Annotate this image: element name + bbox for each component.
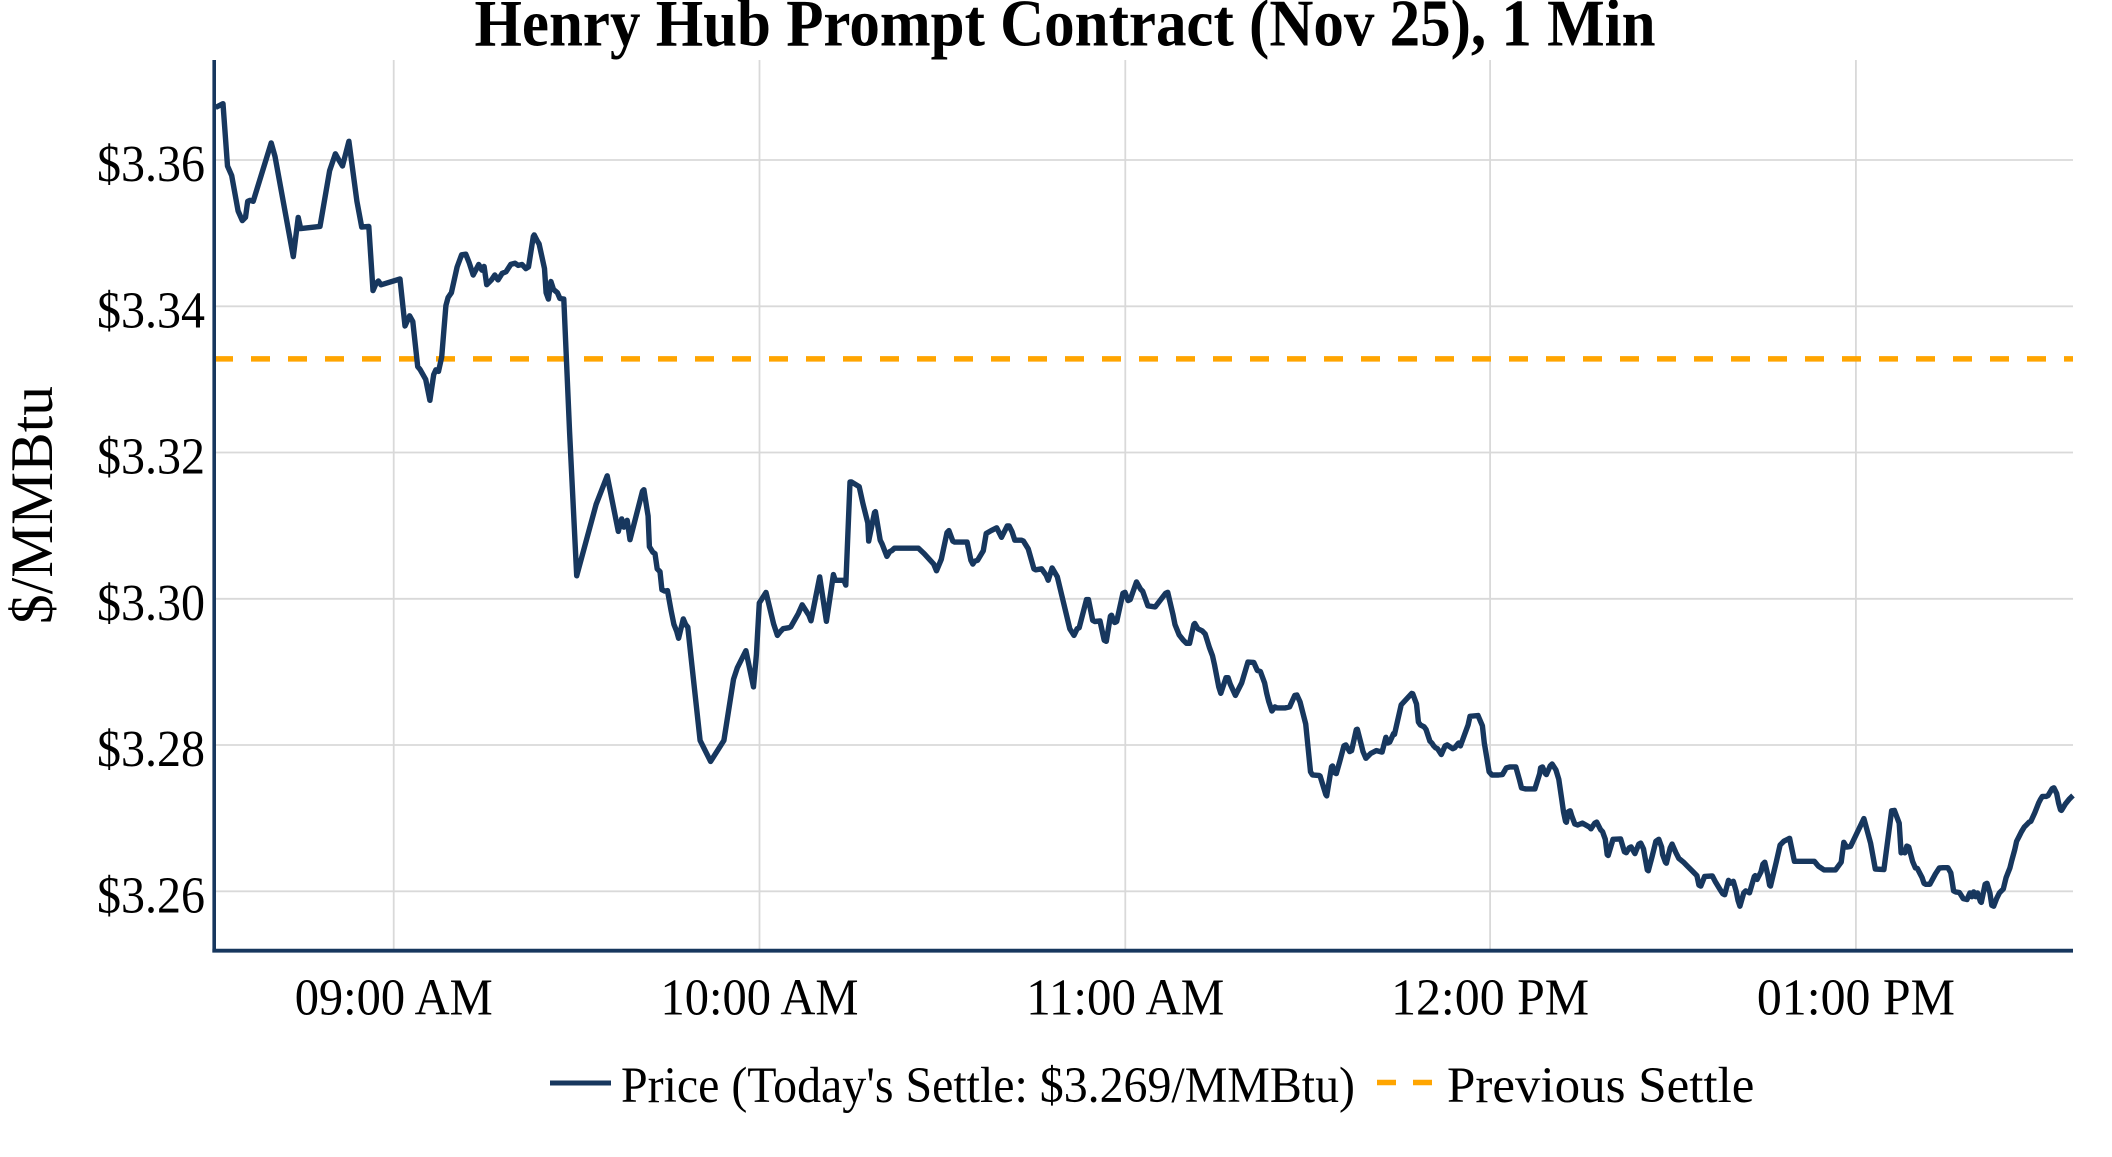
svg-text:12:00 PM: 12:00 PM <box>1391 970 1589 1027</box>
svg-text:10:00 AM: 10:00 AM <box>661 970 859 1027</box>
svg-text:$3.26: $3.26 <box>97 867 205 924</box>
svg-text:$/MMBtu: $/MMBtu <box>0 386 65 624</box>
svg-text:Previous Settle: Previous Settle <box>1447 1058 1754 1114</box>
svg-text:Henry Hub Prompt Contract (Nov: Henry Hub Prompt Contract (Nov 25), 1 Mi… <box>475 0 1656 61</box>
svg-text:$3.30: $3.30 <box>97 575 205 632</box>
svg-text:01:00 PM: 01:00 PM <box>1757 970 1955 1027</box>
svg-text:$3.36: $3.36 <box>97 136 205 193</box>
svg-text:Price (Today's Settle: $3.269/: Price (Today's Settle: $3.269/MMBtu) <box>621 1058 1355 1114</box>
svg-text:$3.34: $3.34 <box>97 282 205 339</box>
svg-text:$3.28: $3.28 <box>97 721 205 778</box>
svg-text:$3.32: $3.32 <box>97 429 205 486</box>
svg-text:11:00 AM: 11:00 AM <box>1026 970 1224 1027</box>
svg-text:09:00 AM: 09:00 AM <box>295 970 493 1027</box>
